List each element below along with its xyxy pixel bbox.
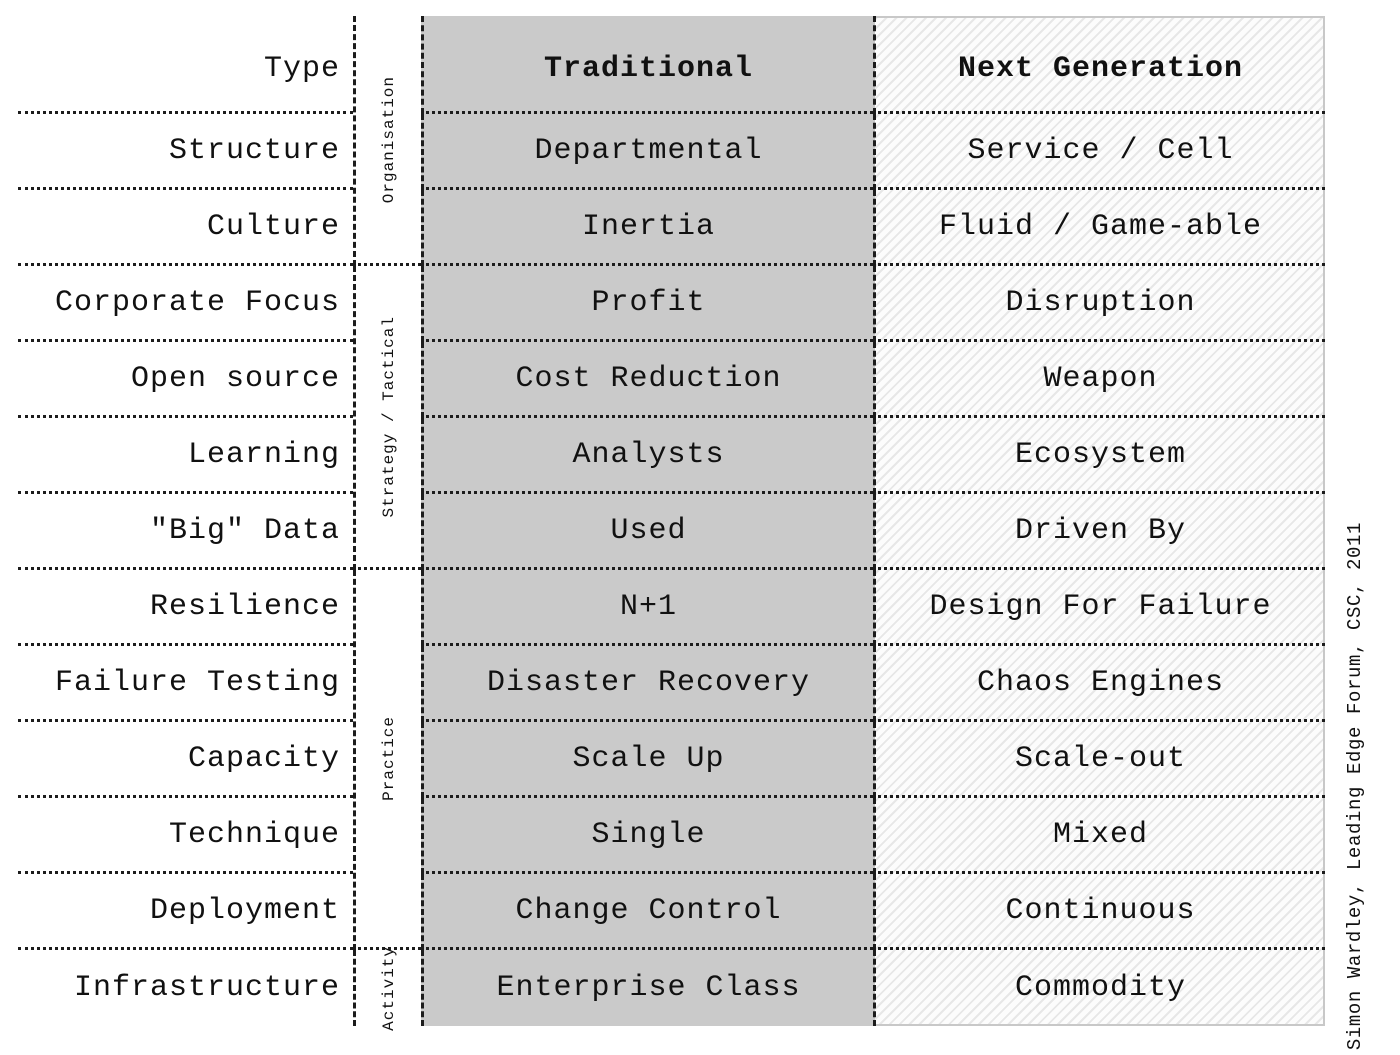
column-header-traditional: Traditional bbox=[421, 16, 873, 114]
next-generation-cell: Design For Failure bbox=[873, 570, 1325, 646]
traditional-cell: Single bbox=[421, 798, 873, 874]
section-label: Practice bbox=[379, 716, 398, 801]
section-label: Activity bbox=[379, 945, 398, 1031]
next-generation-cell: Driven By bbox=[873, 494, 1325, 570]
next-generation-cell: Disruption bbox=[873, 266, 1325, 342]
row-label-failure-testing: Failure Testing bbox=[18, 646, 353, 722]
next-generation-cell: Continuous bbox=[873, 874, 1325, 950]
traditional-cell: Analysts bbox=[421, 418, 873, 494]
section-label: Strategy / Tactical bbox=[379, 315, 398, 518]
traditional-cell: Profit bbox=[421, 266, 873, 342]
row-label-resilience: Resilience bbox=[18, 570, 353, 646]
row-label-big-data: "Big" Data bbox=[18, 494, 353, 570]
next-generation-cell: Ecosystem bbox=[873, 418, 1325, 494]
row-label-deployment: Deployment bbox=[18, 874, 353, 950]
row-label-open-source: Open source bbox=[18, 342, 353, 418]
next-generation-cell: Commodity bbox=[873, 950, 1325, 1026]
row-label-corporate-focus: Corporate Focus bbox=[18, 266, 353, 342]
traditional-cell: Inertia bbox=[421, 190, 873, 266]
next-generation-cell: Weapon bbox=[873, 342, 1325, 418]
attribution-text: Simon Wardley, Leading Edge Forum, CSC, … bbox=[1344, 521, 1366, 1050]
section-organisation: Organisation bbox=[353, 16, 421, 266]
traditional-cell: Change Control bbox=[421, 874, 873, 950]
row-label-structure: Structure bbox=[18, 114, 353, 190]
traditional-cell: Enterprise Class bbox=[421, 950, 873, 1026]
traditional-cell: Cost Reduction bbox=[421, 342, 873, 418]
traditional-cell: Scale Up bbox=[421, 722, 873, 798]
row-label-learning: Learning bbox=[18, 418, 353, 494]
row-label-capacity: Capacity bbox=[18, 722, 353, 798]
row-label-infrastructure: Infrastructure bbox=[73, 971, 340, 1005]
next-generation-cell: Mixed bbox=[873, 798, 1325, 874]
traditional-cell: Used bbox=[421, 494, 873, 570]
next-generation-cell: Chaos Engines bbox=[873, 646, 1325, 722]
section-activity: Activity bbox=[353, 946, 421, 1030]
comparison-table: Type Traditional Next Generation Organis… bbox=[18, 16, 1325, 1030]
next-generation-cell: Service / Cell bbox=[873, 114, 1325, 190]
row-label-culture: Culture bbox=[18, 190, 353, 266]
section-practice: Practice bbox=[353, 570, 421, 950]
next-generation-cell: Scale-out bbox=[873, 722, 1325, 798]
row-label-type: Type bbox=[18, 16, 353, 114]
section-label: Organisation bbox=[379, 75, 398, 204]
next-generation-hatched-panel bbox=[873, 16, 1325, 1026]
section-strategy-tactical: Strategy / Tactical bbox=[353, 266, 421, 570]
column-header-next-generation: Next Generation bbox=[873, 16, 1325, 114]
row-label-technique: Technique bbox=[18, 798, 353, 874]
traditional-cell: Departmental bbox=[421, 114, 873, 190]
next-generation-cell: Fluid / Game-able bbox=[873, 190, 1325, 266]
traditional-cell: N+1 bbox=[421, 570, 873, 646]
traditional-cell: Disaster Recovery bbox=[421, 646, 873, 722]
